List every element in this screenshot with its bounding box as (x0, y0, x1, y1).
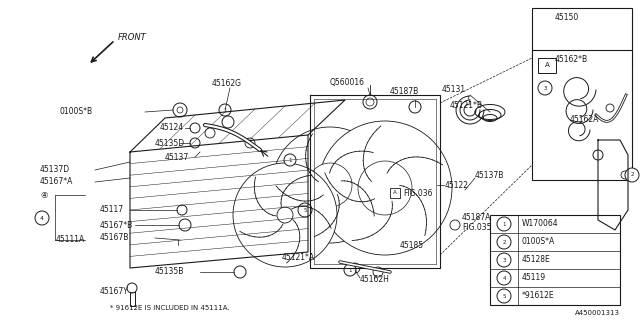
Text: A450001313: A450001313 (575, 310, 620, 316)
Text: 45162*B: 45162*B (555, 55, 588, 65)
Text: 0100S*A: 0100S*A (522, 237, 556, 246)
Circle shape (277, 207, 293, 223)
Text: 45111A: 45111A (56, 236, 85, 244)
Circle shape (245, 138, 255, 148)
Text: 5: 5 (502, 293, 506, 299)
Text: FIG.035: FIG.035 (462, 223, 492, 233)
Text: A: A (393, 190, 397, 196)
Text: 45167B: 45167B (100, 234, 129, 243)
Text: 45167*A: 45167*A (40, 178, 74, 187)
Text: 1: 1 (502, 221, 506, 227)
Text: 45121*A: 45121*A (282, 253, 315, 262)
Text: 45187A: 45187A (462, 213, 492, 222)
Circle shape (320, 175, 340, 195)
Text: 45117: 45117 (100, 205, 124, 214)
Text: 45167*B: 45167*B (100, 220, 133, 229)
Circle shape (621, 171, 629, 179)
Text: 45128E: 45128E (522, 255, 551, 265)
Circle shape (497, 271, 511, 285)
Bar (532, 8, 632, 68)
Circle shape (308, 163, 352, 207)
Circle shape (497, 253, 511, 267)
Circle shape (538, 81, 552, 95)
Text: 45135B: 45135B (155, 268, 184, 276)
Bar (130, 288, 135, 306)
Text: 0100S*B: 0100S*B (60, 108, 93, 116)
Text: 45187B: 45187B (390, 87, 419, 97)
Text: 45137D: 45137D (40, 165, 70, 174)
Circle shape (35, 211, 49, 225)
Text: 1: 1 (348, 268, 352, 273)
Text: W170064: W170064 (522, 220, 559, 228)
Circle shape (497, 235, 511, 249)
Bar (390, 188, 400, 198)
Circle shape (373, 267, 383, 277)
Circle shape (450, 220, 460, 230)
Circle shape (222, 116, 234, 128)
Text: 45131: 45131 (442, 85, 466, 94)
Bar (538, 58, 556, 73)
Text: FRONT: FRONT (118, 34, 147, 43)
Text: 45124: 45124 (160, 124, 184, 132)
Circle shape (363, 95, 377, 109)
Circle shape (284, 154, 296, 166)
Text: 4: 4 (40, 215, 44, 220)
Bar (532, 50, 632, 180)
Text: 45122: 45122 (445, 180, 469, 189)
Text: 45121*B: 45121*B (450, 100, 483, 109)
Text: 5: 5 (303, 207, 307, 212)
Text: 45137B: 45137B (475, 171, 504, 180)
Circle shape (318, 121, 452, 255)
Text: * 91612E IS INCLUDED IN 45111A.: * 91612E IS INCLUDED IN 45111A. (110, 305, 230, 311)
Text: 45135D: 45135D (155, 139, 185, 148)
Circle shape (366, 98, 374, 106)
Text: 45162G: 45162G (212, 78, 242, 87)
Circle shape (233, 163, 337, 267)
Text: *91612E: *91612E (522, 292, 555, 300)
Circle shape (298, 203, 312, 217)
Text: 45162H: 45162H (360, 276, 390, 284)
Text: 45119: 45119 (522, 274, 546, 283)
Circle shape (234, 266, 246, 278)
Circle shape (177, 107, 183, 113)
Text: ④: ④ (40, 190, 47, 199)
Bar (490, 215, 620, 305)
Circle shape (372, 175, 398, 201)
Text: 45167Y: 45167Y (100, 287, 129, 297)
Circle shape (350, 263, 360, 273)
Circle shape (177, 205, 187, 215)
Text: 2: 2 (630, 172, 634, 178)
Text: 45185: 45185 (400, 241, 424, 250)
Circle shape (127, 283, 137, 293)
Circle shape (179, 219, 191, 231)
Text: Q560016: Q560016 (330, 78, 365, 87)
Text: 2: 2 (502, 239, 506, 244)
Circle shape (219, 104, 231, 116)
Circle shape (409, 101, 421, 113)
Circle shape (173, 103, 187, 117)
Circle shape (190, 138, 200, 148)
Circle shape (358, 161, 412, 215)
Text: A: A (545, 62, 549, 68)
Text: 3: 3 (502, 258, 506, 262)
Text: 45150: 45150 (555, 13, 579, 22)
Circle shape (190, 123, 200, 133)
Circle shape (593, 150, 603, 160)
Circle shape (606, 104, 614, 112)
Circle shape (272, 127, 388, 243)
Text: 45162A: 45162A (570, 116, 600, 124)
Circle shape (205, 128, 215, 138)
Text: 4: 4 (502, 276, 506, 281)
Text: 45137: 45137 (165, 153, 189, 162)
Circle shape (344, 264, 356, 276)
Circle shape (497, 217, 511, 231)
Text: 3: 3 (543, 85, 547, 91)
Text: 1: 1 (288, 157, 292, 163)
Circle shape (497, 289, 511, 303)
Text: 1: 1 (223, 108, 227, 113)
Text: FIG.036: FIG.036 (403, 188, 433, 197)
Circle shape (625, 168, 639, 182)
